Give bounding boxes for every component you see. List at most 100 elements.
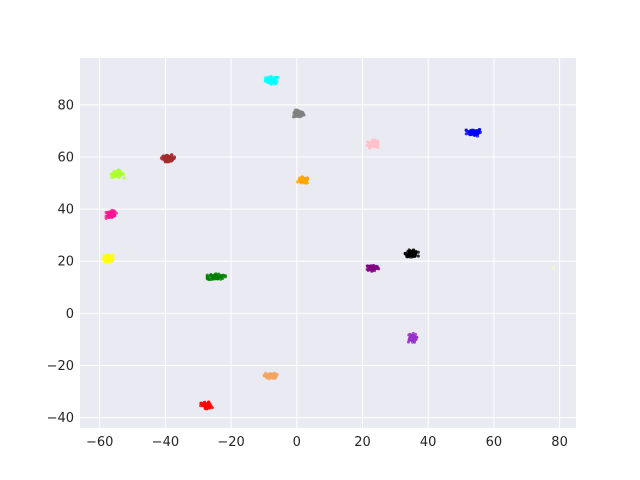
- data-point: [207, 401, 211, 405]
- y-tick-label: 40: [57, 203, 74, 218]
- data-point: [109, 215, 113, 219]
- data-point: [272, 374, 276, 378]
- data-point: [409, 336, 413, 340]
- data-point: [273, 371, 277, 375]
- cluster-series: [464, 127, 482, 138]
- x-axis-tick-labels: −60 −40 −20 0 20 40 60 80: [86, 435, 568, 450]
- data-point: [374, 264, 378, 268]
- cluster-series: [262, 371, 279, 381]
- x-tick-label: −60: [86, 435, 113, 450]
- data-point: [163, 160, 168, 164]
- data-point: [403, 251, 407, 255]
- data-point: [117, 172, 121, 176]
- data-point: [474, 130, 478, 134]
- data-point: [101, 257, 105, 261]
- data-point: [170, 159, 174, 163]
- data-point: [475, 134, 480, 138]
- data-point: [112, 209, 116, 213]
- data-point: [300, 112, 304, 117]
- cluster-series: [551, 265, 555, 270]
- cluster-series: [159, 153, 177, 164]
- data-point: [412, 250, 416, 254]
- data-point: [204, 407, 209, 411]
- data-point: [219, 277, 223, 281]
- data-point: [371, 143, 375, 147]
- data-point: [299, 176, 303, 180]
- data-points: [101, 74, 555, 411]
- data-point: [407, 333, 411, 337]
- y-tick-label: 0: [66, 307, 74, 322]
- data-point: [292, 110, 296, 114]
- data-point: [477, 127, 482, 132]
- data-point: [122, 176, 126, 180]
- data-point: [210, 274, 214, 278]
- data-point: [106, 210, 110, 214]
- data-point: [111, 253, 115, 257]
- y-tick-label: −40: [47, 411, 74, 426]
- cluster-series: [403, 248, 420, 259]
- data-point: [162, 156, 166, 161]
- data-point: [170, 153, 174, 157]
- data-point: [268, 76, 272, 81]
- data-point: [214, 273, 218, 277]
- data-point: [211, 277, 215, 281]
- x-tick-label: 60: [486, 435, 503, 450]
- cluster-series: [295, 175, 310, 185]
- cluster-series: [109, 168, 126, 180]
- data-point: [294, 113, 298, 117]
- y-axis-tick-labels: −40 −20 0 20 40 60 80: [47, 98, 74, 426]
- x-tick-label: −40: [152, 435, 179, 450]
- data-point: [167, 155, 171, 160]
- data-point: [413, 332, 418, 336]
- data-point: [413, 252, 417, 257]
- data-point: [206, 277, 211, 281]
- cluster-series: [104, 208, 118, 220]
- data-point: [414, 337, 418, 342]
- cluster-series: [199, 400, 214, 411]
- data-point: [305, 176, 309, 180]
- data-point: [202, 401, 206, 405]
- x-tick-label: 0: [293, 435, 301, 450]
- data-point: [305, 181, 309, 185]
- y-tick-label: 80: [57, 98, 74, 113]
- data-point: [297, 178, 302, 182]
- grid-lines: [80, 58, 576, 428]
- data-point: [109, 172, 114, 176]
- x-tick-label: −20: [217, 435, 244, 450]
- data-point: [416, 250, 420, 254]
- x-tick-label: 20: [354, 435, 371, 450]
- data-point: [368, 143, 372, 147]
- data-point: [551, 265, 555, 269]
- cluster-series: [406, 331, 419, 344]
- data-point: [370, 140, 374, 144]
- data-point: [210, 405, 214, 410]
- data-point: [109, 211, 113, 216]
- data-point: [202, 403, 206, 408]
- data-point: [370, 269, 374, 273]
- data-point: [478, 130, 482, 134]
- data-point: [206, 403, 210, 407]
- data-point: [407, 248, 411, 252]
- cluster-series: [101, 253, 115, 265]
- data-point: [416, 254, 420, 258]
- cluster-series: [365, 264, 381, 273]
- data-point: [104, 255, 109, 259]
- data-point: [468, 132, 472, 137]
- data-point: [205, 273, 209, 277]
- y-tick-label: −20: [47, 359, 74, 374]
- data-point: [464, 132, 468, 136]
- data-point: [223, 274, 227, 278]
- y-tick-label: 20: [57, 255, 74, 270]
- cluster-series: [365, 138, 380, 150]
- data-point: [275, 75, 279, 80]
- data-point: [110, 258, 115, 263]
- x-tick-label: 80: [551, 435, 568, 450]
- data-point: [272, 77, 277, 82]
- data-point: [375, 145, 379, 149]
- data-point: [265, 79, 269, 84]
- x-tick-label: 40: [420, 435, 437, 450]
- data-point: [207, 406, 211, 410]
- data-point: [166, 158, 170, 162]
- plot-area: [80, 58, 576, 428]
